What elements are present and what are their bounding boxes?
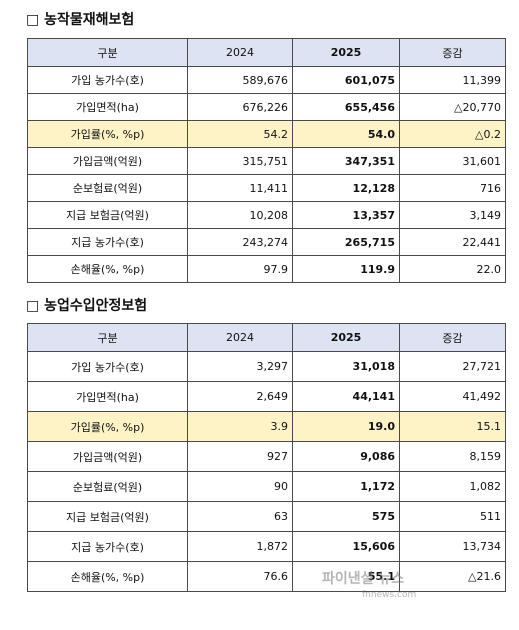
value-2025: 19.0 — [292, 411, 400, 442]
table-row: 지급 농가수(호) 1,872 15,606 13,734 — [27, 531, 506, 562]
row-label: 가입금액(억원) — [27, 147, 188, 175]
table-row: 지급 농가수(호) 243,274 265,715 22,441 — [27, 228, 506, 256]
table-row: 순보험료(억원) 90 1,172 1,082 — [27, 471, 506, 502]
table-row: 가입면적(ha) 2,649 44,141 41,492 — [27, 381, 506, 412]
table-header-row: 구분 2024 2025 증감 — [27, 323, 506, 352]
row-label: 손해율(%, %p) — [27, 561, 188, 592]
row-label: 가입면적(ha) — [27, 381, 188, 412]
value-2024: 315,751 — [187, 147, 293, 175]
value-2024: 589,676 — [187, 66, 293, 94]
row-label: 순보험료(억원) — [27, 471, 188, 502]
value-2025: 12,128 — [292, 174, 400, 202]
value-change: 22.0 — [399, 255, 506, 283]
value-change: △20,770 — [399, 93, 506, 121]
income-insurance-table: 구분 2024 2025 증감 가입 농가수(호) 3,297 31,018 27,7… — [27, 323, 506, 592]
row-label: 지급 농가수(호) — [27, 228, 188, 256]
table-row: 가입률(%, %p) 54.2 54.0 △0.2 — [27, 120, 506, 148]
value-change: 8,159 — [399, 441, 506, 472]
table-row: 지급 보험금(억원) 10,208 13,357 3,149 — [27, 201, 506, 229]
value-2025: 119.9 — [292, 255, 400, 283]
value-change: 27,721 — [399, 351, 506, 382]
table-row: 가입면적(ha) 676,226 655,456 △20,770 — [27, 93, 506, 121]
value-change: 11,399 — [399, 66, 506, 94]
value-2024: 11,411 — [187, 174, 293, 202]
table-row: 가입 농가수(호) 589,676 601,075 11,399 — [27, 66, 506, 94]
value-change: 15.1 — [399, 411, 506, 442]
value-2024: 97.9 — [187, 255, 293, 283]
watermark: 파이낸셜 뉴스 fnnews.com — [322, 568, 512, 608]
value-2025: 44,141 — [292, 381, 400, 412]
row-label: 손해율(%, %p) — [27, 255, 188, 283]
value-2024: 63 — [187, 501, 293, 532]
table-row: 지급 보험금(억원) 63 575 511 — [27, 501, 506, 532]
header-2024: 2024 — [187, 38, 293, 67]
value-change: 22,441 — [399, 228, 506, 256]
row-label: 가입 농가수(호) — [27, 66, 188, 94]
value-change: 716 — [399, 174, 506, 202]
value-change: 41,492 — [399, 381, 506, 412]
value-2025: 54.0 — [292, 120, 400, 148]
value-2024: 3.9 — [187, 411, 293, 442]
row-label: 가입률(%, %p) — [27, 411, 188, 442]
value-2025: 601,075 — [292, 66, 400, 94]
value-2024: 54.2 — [187, 120, 293, 148]
value-2024: 243,274 — [187, 228, 293, 256]
value-change: △21.6 — [399, 561, 506, 592]
watermark-main: 파이낸셜 뉴스 — [322, 571, 405, 587]
table-header-row: 구분 2024 2025 증감 — [27, 38, 506, 67]
value-2024: 90 — [187, 471, 293, 502]
table-row: 순보험료(억원) 11,411 12,128 716 — [27, 174, 506, 202]
value-2024: 76.6 — [187, 561, 293, 592]
value-2024: 2,649 — [187, 381, 293, 412]
value-2025: 9,086 — [292, 441, 400, 472]
value-change: 511 — [399, 501, 506, 532]
row-label: 순보험료(억원) — [27, 174, 188, 202]
value-2025: 655,456 — [292, 93, 400, 121]
row-label: 지급 보험금(억원) — [27, 201, 188, 229]
row-label: 가입률(%, %p) — [27, 120, 188, 148]
table-row: 가입 농가수(호) 3,297 31,018 27,721 — [27, 351, 506, 382]
value-change: 1,082 — [399, 471, 506, 502]
value-2025: 347,351 — [292, 147, 400, 175]
header-change: 증감 — [399, 323, 506, 352]
row-label: 가입금액(억원) — [27, 441, 188, 472]
value-change: 3,149 — [399, 201, 506, 229]
table-row: 가입률(%, %p) 3.9 19.0 15.1 — [27, 411, 506, 442]
value-2025: 13,357 — [292, 201, 400, 229]
value-change: △0.2 — [399, 120, 506, 148]
header-category: 구분 — [27, 323, 188, 352]
value-change: 13,734 — [399, 531, 506, 562]
value-2025: 31,018 — [292, 351, 400, 382]
header-2025: 2025 — [292, 38, 400, 67]
table-row: 가입금액(억원) 927 9,086 8,159 — [27, 441, 506, 472]
header-category: 구분 — [27, 38, 188, 67]
crop-insurance-table: 구분 2024 2025 증감 가입 농가수(호) 589,676 601,075 1… — [27, 38, 506, 283]
value-change: 31,601 — [399, 147, 506, 175]
value-2024: 1,872 — [187, 531, 293, 562]
header-change: 증감 — [399, 38, 506, 67]
table-row: 손해율(%, %p) 76.6 55.1 △21.6 — [27, 561, 506, 592]
value-2025: 265,715 — [292, 228, 400, 256]
value-2025: 15,606 — [292, 531, 400, 562]
row-label: 가입 농가수(호) — [27, 351, 188, 382]
table-row: 가입금액(억원) 315,751 347,351 31,601 — [27, 147, 506, 175]
row-label: 지급 보험금(억원) — [27, 501, 188, 532]
value-2024: 927 — [187, 441, 293, 472]
section-title-crop: □ 농작물재해보험 — [26, 12, 135, 28]
value-2025: 1,172 — [292, 471, 400, 502]
watermark-sub: fnnews.com — [362, 590, 417, 600]
header-2025: 2025 — [292, 323, 400, 352]
header-2024: 2024 — [187, 323, 293, 352]
row-label: 가입면적(ha) — [27, 93, 188, 121]
section-title-income: □ 농업수입안정보험 — [26, 298, 148, 314]
value-2025: 575 — [292, 501, 400, 532]
value-2024: 10,208 — [187, 201, 293, 229]
value-2024: 3,297 — [187, 351, 293, 382]
value-2024: 676,226 — [187, 93, 293, 121]
table-row: 손해율(%, %p) 97.9 119.9 22.0 — [27, 255, 506, 283]
row-label: 지급 농가수(호) — [27, 531, 188, 562]
